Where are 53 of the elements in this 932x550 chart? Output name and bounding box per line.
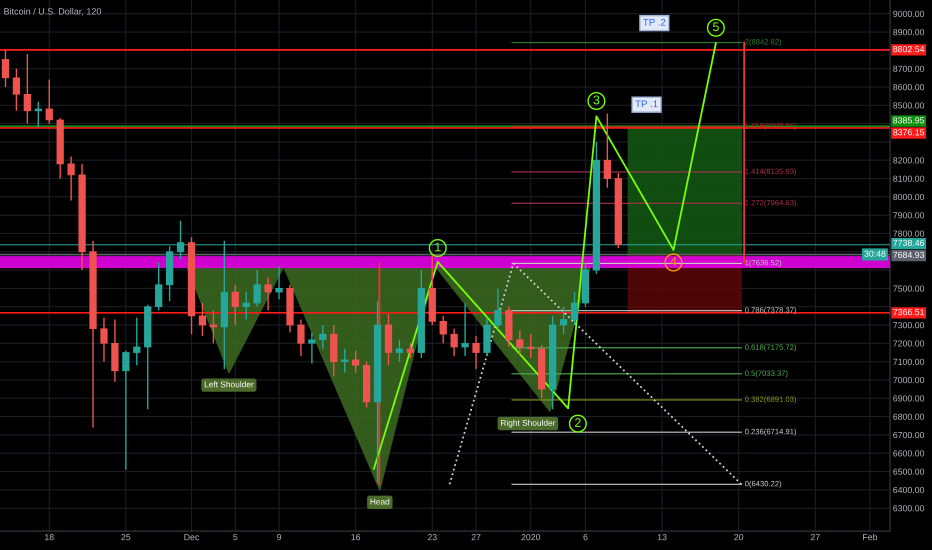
y-tick-label: 8600.00	[893, 84, 924, 90]
y-tick-label: 6300.00	[893, 505, 924, 512]
y-tick-label: 7200.00	[893, 340, 924, 347]
x-tick-label: Feb	[863, 534, 878, 540]
y-tick-label: 8900.00	[893, 29, 924, 36]
x-tick-label: 23	[428, 534, 437, 540]
ref-line-label: 7684.93	[893, 252, 924, 258]
y-tick-label: 7900.00	[893, 212, 924, 218]
x-tick-label: 16	[351, 534, 360, 540]
x-tick-label: 5	[233, 534, 238, 540]
annotation: 30:48	[864, 250, 886, 257]
y-tick-label: 7800.00	[893, 230, 924, 237]
annotation: TP .2	[643, 18, 666, 26]
x-tick-label: 25	[121, 534, 130, 540]
y-tick-label: 8700.00	[893, 66, 924, 72]
y-tick-label: 6800.00	[893, 414, 924, 420]
y-tick-label: 8100.00	[893, 176, 924, 182]
y-tick-label: 6700.00	[893, 432, 924, 438]
annotation: 2	[575, 418, 581, 427]
ref-line-label: 8385.95	[893, 117, 924, 124]
ref-line-label: 7366.51	[893, 309, 924, 316]
ref-line-label: 8802.54	[893, 46, 924, 52]
y-tick-label: 6600.00	[893, 450, 924, 456]
x-tick-label: 13	[658, 534, 667, 540]
y-tick-label: 7300.00	[893, 322, 924, 328]
x-tick-label: Dec	[184, 534, 200, 540]
y-tick-label: 9000.00	[893, 10, 924, 17]
annotation: TP .1	[635, 100, 658, 108]
ref-line-label: 8376.15	[893, 129, 924, 136]
x-tick-label: 20	[734, 534, 744, 540]
x-tick-label: 2020	[521, 534, 540, 540]
annotation: 1	[435, 242, 441, 252]
y-tick-label: 8000.00	[893, 194, 924, 200]
y-tick-label: 8200.00	[893, 157, 924, 164]
y-tick-label: 7500.00	[893, 285, 924, 292]
ref-line-label: 7738.46	[893, 240, 924, 246]
annotation: Head	[370, 498, 390, 505]
text: Bitcoin / U.S. Dollar, 120	[4, 8, 102, 16]
annotation: 3	[593, 96, 600, 104]
x-tick-label: 18	[45, 534, 54, 540]
annotation: Left Shoulder	[204, 381, 254, 388]
x-tick-label: 27	[472, 534, 480, 540]
y-tick-label: 7000.00	[893, 377, 924, 384]
annotation: Right Shoulder	[501, 420, 556, 428]
annotation: 5	[712, 22, 719, 32]
y-tick-label: 6400.00	[893, 486, 924, 494]
x-tick-label: 9	[277, 534, 282, 540]
y-tick-label: 6500.00	[893, 468, 924, 475]
x-tick-label: 6	[583, 534, 588, 540]
y-tick-label: 8500.00	[893, 102, 924, 109]
y-tick-label: 6900.00	[893, 395, 924, 402]
y-tick-label: 7100.00	[893, 358, 924, 365]
x-tick-label: 27	[810, 534, 820, 540]
